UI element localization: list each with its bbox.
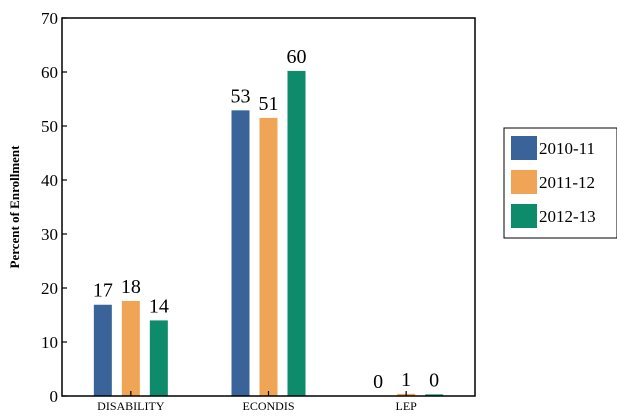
legend-label-2010-11: 2010-11: [539, 139, 595, 158]
y-tick-label: 10: [41, 333, 58, 352]
bar-2012-13-disability: [149, 320, 168, 396]
data-label-2011-12-disability: 18: [121, 276, 141, 298]
y-tick-label: 50: [41, 117, 58, 136]
bar-2011-12-disability: [121, 300, 140, 396]
data-labels-layer: 17 18 14 53 51 60 0 1 0: [93, 46, 439, 393]
y-tick-label: 20: [41, 279, 58, 298]
bars-layer: [93, 70, 444, 397]
data-label-2010-11-disability: 17: [93, 280, 113, 302]
x-tick-label-disability: DISABILITY: [97, 399, 165, 413]
data-label-2012-13-lep: 0: [429, 369, 439, 391]
legend-swatch-2011-12: [511, 170, 537, 194]
x-axis: DISABILITY ECONDIS LEP: [97, 391, 417, 413]
bar-2010-11-disability: [93, 304, 112, 396]
y-axis-title: Percent of Enrollment: [7, 145, 22, 269]
y-tick-label: 40: [41, 171, 58, 190]
bar-2012-13-econdis: [287, 70, 306, 397]
y-tick-label: 60: [41, 63, 58, 82]
bar-2012-13-lep: [425, 394, 444, 396]
y-axis: 0 10 20 30 40 50 60 70: [41, 9, 67, 406]
y-tick-label: 0: [50, 387, 59, 406]
legend: 2010-11 2011-12 2012-13: [503, 127, 617, 239]
bar-2011-12-econdis: [259, 117, 278, 397]
y-tick-label: 70: [41, 9, 58, 28]
legend-swatch-2012-13: [511, 204, 537, 228]
data-label-2010-11-lep: 0: [373, 371, 383, 393]
data-label-2011-12-lep: 1: [401, 369, 411, 391]
data-label-2010-11-econdis: 53: [231, 85, 251, 107]
data-label-2012-13-disability: 14: [149, 295, 169, 317]
data-label-2012-13-econdis: 60: [287, 46, 307, 68]
legend-label-2012-13: 2012-13: [539, 207, 596, 226]
legend-swatch-2010-11: [511, 136, 537, 160]
x-tick-label-lep: LEP: [395, 399, 417, 413]
legend-label-2011-12: 2011-12: [539, 173, 595, 192]
x-tick-label-econdis: ECONDIS: [242, 399, 294, 413]
bar-2010-11-econdis: [231, 110, 250, 396]
data-label-2011-12-econdis: 51: [259, 93, 279, 115]
y-tick-label: 30: [41, 225, 58, 244]
